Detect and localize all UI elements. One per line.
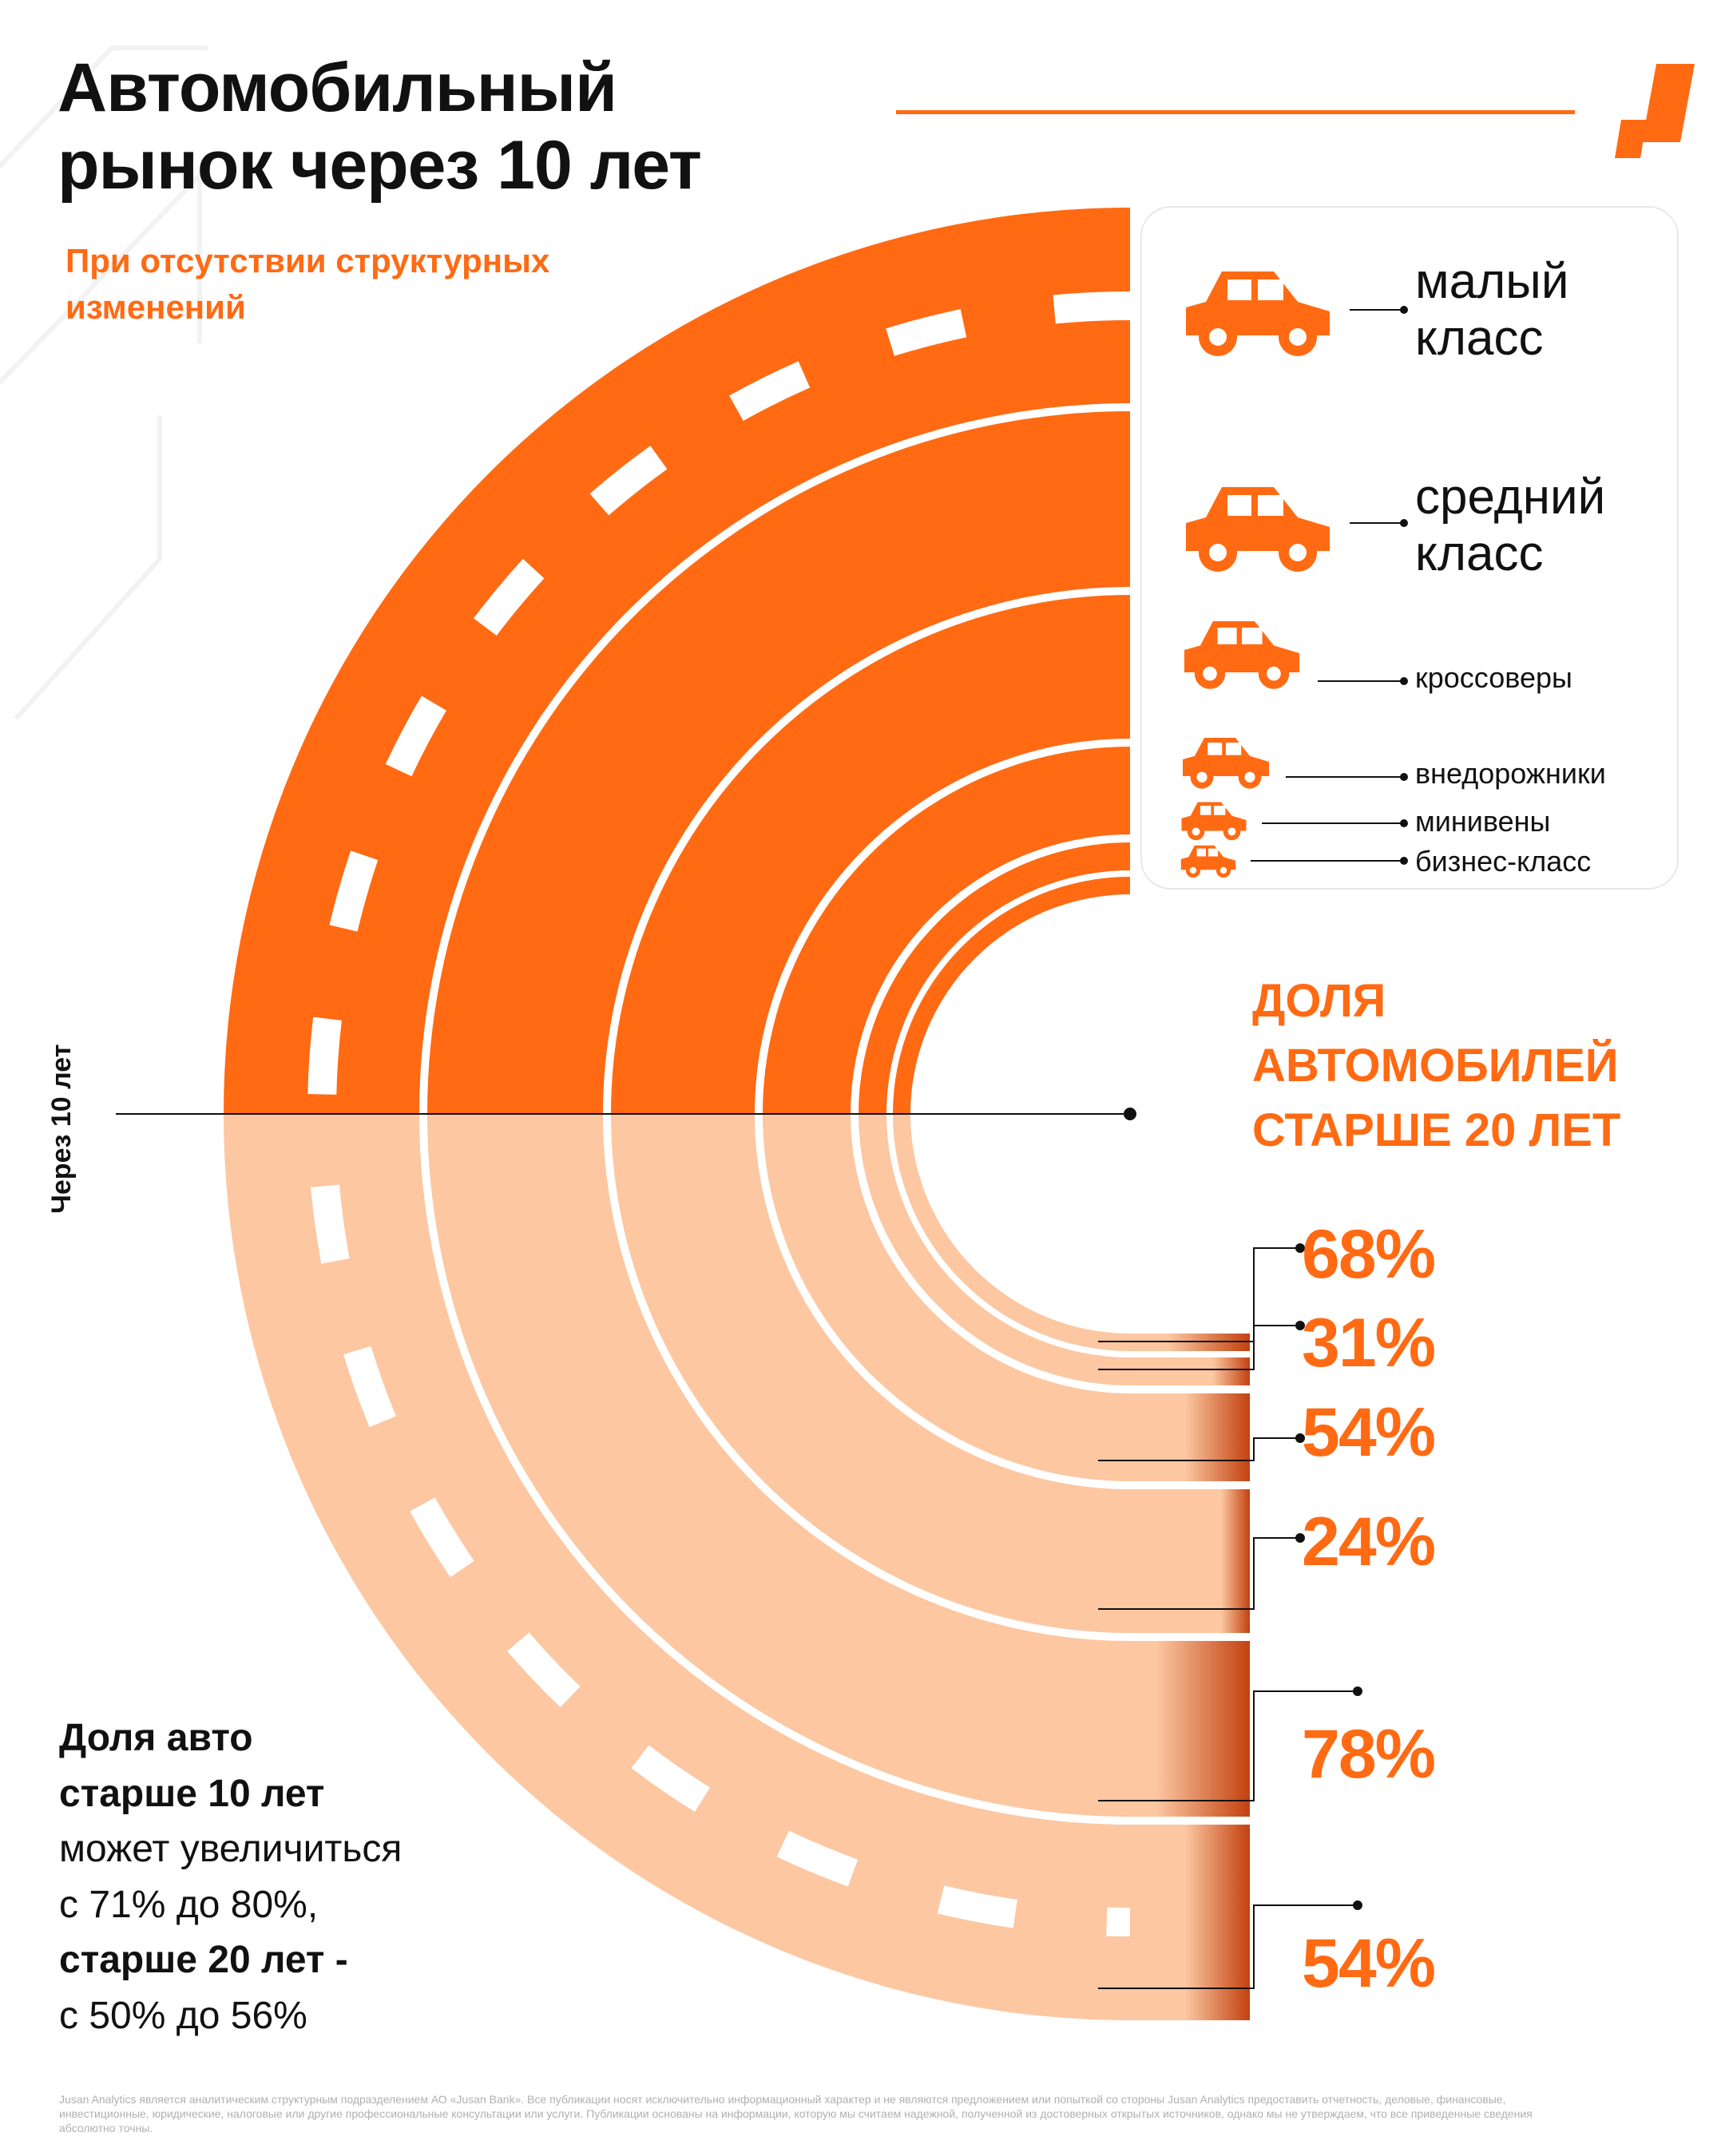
ring-top-minivans (859, 842, 1130, 1114)
leader-dot-minivans (1295, 1321, 1305, 1330)
legend-connector-dot-crossovers (1400, 677, 1408, 685)
share-label-mid-class: 78% (1302, 1716, 1436, 1793)
legend-label-minivans: минивены (1415, 805, 1551, 838)
disclaimer-text: Jusan Analytics является аналитическим с… (59, 2093, 1533, 2135)
legend-connector-dot-mid-class (1400, 519, 1408, 527)
leader-line-minivans (1098, 1325, 1300, 1370)
axis-end-dot (1124, 1108, 1136, 1120)
ring-top-suv (763, 747, 1130, 1114)
legend-connector-dot-minivans (1400, 819, 1408, 827)
summary-note: Доля авто старше 10 лет может увеличитьс… (59, 1717, 402, 2037)
ring-bottom-business (893, 1114, 1130, 1351)
ring-bottom-small-class (224, 1114, 1130, 2020)
share-label-crossovers: 24% (1302, 1504, 1436, 1580)
leader-dot-crossovers (1295, 1533, 1305, 1543)
title-line-2: рынок через 10 лет (58, 127, 702, 204)
leader-line-crossovers (1098, 1537, 1300, 1610)
leader-dot-suv (1295, 1433, 1305, 1443)
ring-top-crossovers (611, 595, 1130, 1114)
header-divider (896, 110, 1575, 114)
crossover-icon (1184, 621, 1299, 689)
leader-dot-mid-class (1353, 1686, 1362, 1696)
small-car-icon (1186, 271, 1330, 356)
road-dashes (307, 291, 1131, 1936)
ring-bottom-suv (763, 1114, 1130, 1481)
legend-connector-dot-suv (1400, 773, 1408, 781)
hatchback-icon (1186, 487, 1330, 572)
share-bar-mid-class (1156, 1641, 1250, 1817)
legend-label-crossovers: кроссоверы (1415, 661, 1572, 694)
page-title: Автомобильный рынок через 10 лет (58, 50, 936, 204)
title-line-1: Автомобильный (58, 50, 617, 126)
leader-line-mid-class (1098, 1690, 1358, 1801)
suv-icon (1183, 738, 1269, 789)
legend-connector-dot-business (1400, 857, 1408, 865)
ring-bottom-crossovers (611, 1114, 1130, 1633)
leader-line-business (1098, 1247, 1300, 1342)
share-label-business: 68% (1302, 1216, 1436, 1293)
legend-label-suv: внедорожники (1415, 757, 1606, 790)
legend-label-mid-class: средний класс (1415, 470, 1606, 581)
ring-bottom-mid-class (427, 1114, 1130, 1817)
share-label-small-class: 54% (1302, 1925, 1436, 2002)
jusan-logo-icon (1615, 64, 1695, 158)
share-heading: ДОЛЯ АВТОМОБИЛЕЙ СТАРШЕ 20 ЛЕТ (1252, 975, 1621, 1157)
subtitle: При отсутствии структурных изменений (65, 242, 550, 326)
leader-line-small-class (1098, 1904, 1358, 1989)
side-axis-label: Через 10 лет (46, 1044, 77, 1214)
legend-label-small-class: малый класс (1415, 254, 1569, 366)
ring-top-business (893, 877, 1130, 1114)
share-bar-minivans (1212, 1357, 1250, 1385)
leader-dot-small-class (1353, 1900, 1362, 1910)
business-car-icon (1180, 845, 1236, 878)
share-label-minivans: 31% (1302, 1305, 1436, 1381)
ring-top-small-class (224, 208, 1130, 1114)
legend-connector-dot-small-class (1400, 306, 1408, 314)
minivan-icon (1181, 802, 1247, 841)
share-label-suv: 54% (1302, 1394, 1436, 1471)
background-decoration (0, 46, 208, 721)
leader-line-suv (1098, 1437, 1300, 1461)
share-bar-suv (1185, 1393, 1250, 1481)
ring-bottom-minivans (859, 1114, 1130, 1385)
legend-label-business: бизнес-класс (1415, 845, 1592, 878)
leader-dot-business (1295, 1243, 1305, 1253)
ring-top-mid-class (427, 411, 1130, 1114)
